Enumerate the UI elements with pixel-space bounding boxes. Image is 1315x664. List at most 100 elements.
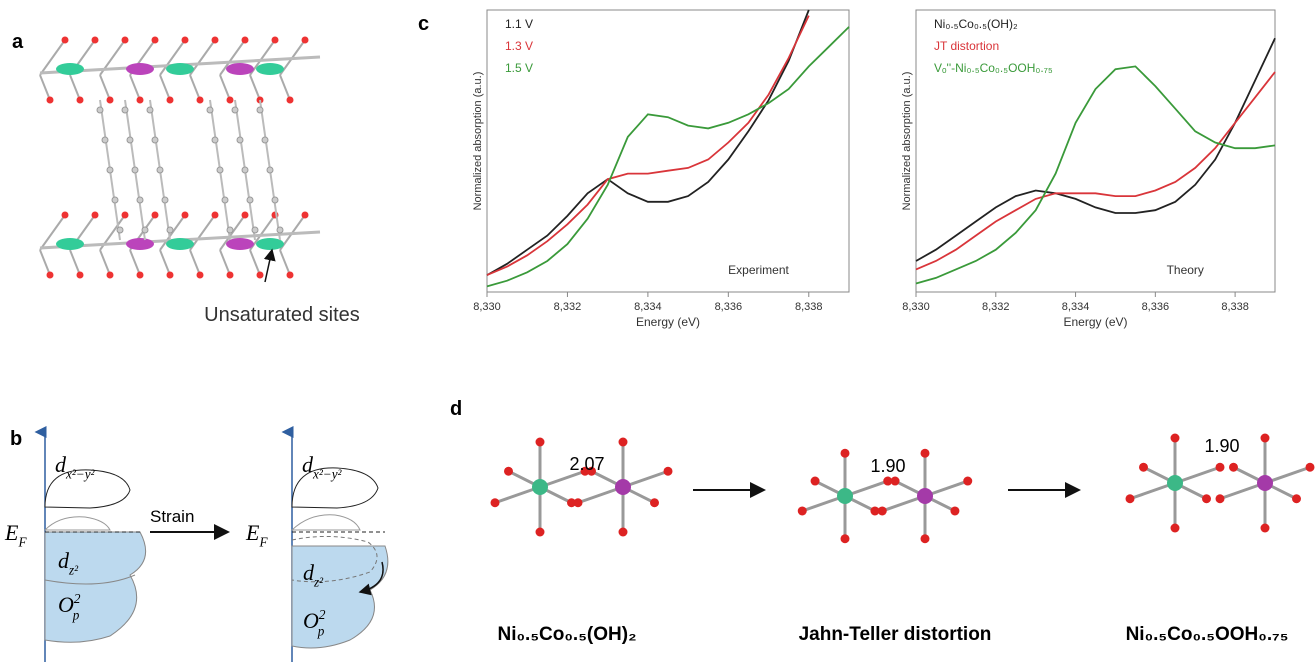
oxygen xyxy=(573,498,583,508)
math-label: O2 p xyxy=(58,591,81,623)
x-tick-label: 8,336 xyxy=(715,301,743,313)
legend-entry: Ni₀.₅Co₀.₅(OH)₂ xyxy=(934,17,1018,31)
linker-atom xyxy=(111,196,119,204)
oxygen xyxy=(106,96,114,104)
linker-atom xyxy=(126,136,134,144)
oxygen xyxy=(61,211,69,219)
oxygen xyxy=(256,271,264,279)
math-label: EF xyxy=(4,520,27,550)
oxygen xyxy=(76,96,84,104)
line-series xyxy=(915,37,1276,262)
math-base: d xyxy=(302,452,314,477)
oxygen xyxy=(618,527,628,537)
line-series xyxy=(486,15,810,276)
oxygen xyxy=(1305,462,1315,472)
strain-label: Strain xyxy=(150,507,194,526)
linker-atom xyxy=(151,136,159,144)
oxygen xyxy=(920,448,930,458)
linker-atom xyxy=(216,166,224,174)
annotation: Experiment xyxy=(728,263,789,277)
panel-label: a xyxy=(12,31,24,53)
linker-atom xyxy=(246,196,254,204)
math-base: d xyxy=(58,548,70,573)
x-tick-label: 8,338 xyxy=(1221,301,1249,313)
linker-atom xyxy=(221,196,229,204)
metal-site xyxy=(126,238,154,250)
bond xyxy=(249,39,276,76)
orbital-lobe xyxy=(291,467,379,509)
metal-site xyxy=(56,63,84,75)
linker-atom xyxy=(121,106,129,114)
oxygen xyxy=(840,448,850,458)
oxygen xyxy=(663,466,673,476)
oxygen xyxy=(271,36,279,44)
oxygen xyxy=(797,506,807,516)
oxygen xyxy=(46,271,54,279)
legend-entry: 1.5 V xyxy=(505,61,533,75)
linker-atom xyxy=(261,136,269,144)
linker-atom xyxy=(236,136,244,144)
math-base: d xyxy=(55,452,67,477)
oxygen xyxy=(166,96,174,104)
metal xyxy=(1167,475,1183,491)
oxygen xyxy=(91,36,99,44)
linker-atom xyxy=(256,106,264,114)
oxygen xyxy=(840,534,850,544)
bond-length: 1.90 xyxy=(1204,436,1239,456)
bond xyxy=(219,39,246,76)
oxygen xyxy=(106,271,114,279)
oxygen xyxy=(877,506,887,516)
metal xyxy=(917,488,933,504)
oxygen xyxy=(166,271,174,279)
oxygen xyxy=(1125,494,1135,504)
annotation: Theory xyxy=(1167,263,1204,277)
oxygen xyxy=(121,211,129,219)
oxygen xyxy=(151,211,159,219)
oxygen xyxy=(136,271,144,279)
oxygen xyxy=(1215,494,1225,504)
metal xyxy=(615,479,631,495)
oxygen xyxy=(535,527,545,537)
x-tick-label: 8,330 xyxy=(473,301,501,313)
math-sub: F xyxy=(17,535,27,550)
bond-length: 1.90 xyxy=(870,456,905,476)
shift-arrow xyxy=(358,561,384,596)
oxygen xyxy=(151,36,159,44)
bond xyxy=(39,214,66,251)
oxygen xyxy=(136,96,144,104)
linker-atom xyxy=(251,226,259,234)
oxygen xyxy=(883,476,893,486)
linker-atom xyxy=(131,166,139,174)
oxygen xyxy=(567,498,576,508)
oxygen xyxy=(535,437,545,447)
valence-band xyxy=(291,545,389,649)
bond xyxy=(69,74,81,101)
linker-atom xyxy=(156,166,164,174)
oxygen xyxy=(301,36,309,44)
plot-frame xyxy=(915,9,1276,293)
metal-site xyxy=(256,63,284,75)
bond xyxy=(189,39,216,76)
x-tick-label: 8,334 xyxy=(1062,301,1090,313)
x-tick-label: 8,330 xyxy=(902,301,930,313)
annotation: Unsaturated sites xyxy=(204,304,360,326)
oxygen xyxy=(241,36,249,44)
legend-entry: 1.3 V xyxy=(505,39,533,53)
linker-atom xyxy=(271,196,279,204)
line-series xyxy=(486,26,850,288)
bond xyxy=(189,214,216,251)
math-label: O2 p xyxy=(303,607,326,639)
oxygen xyxy=(286,271,294,279)
x-tick-label: 8,338 xyxy=(795,301,823,313)
shifted-orbital xyxy=(291,535,378,583)
oxygen xyxy=(61,36,69,44)
oxygen xyxy=(580,466,590,476)
math-sub: p xyxy=(72,608,80,623)
oxygen xyxy=(46,96,54,104)
line-series xyxy=(915,71,1276,271)
bond xyxy=(249,214,276,251)
linker-atom xyxy=(101,136,109,144)
math-label: dz² xyxy=(58,548,79,578)
bond xyxy=(159,74,171,101)
